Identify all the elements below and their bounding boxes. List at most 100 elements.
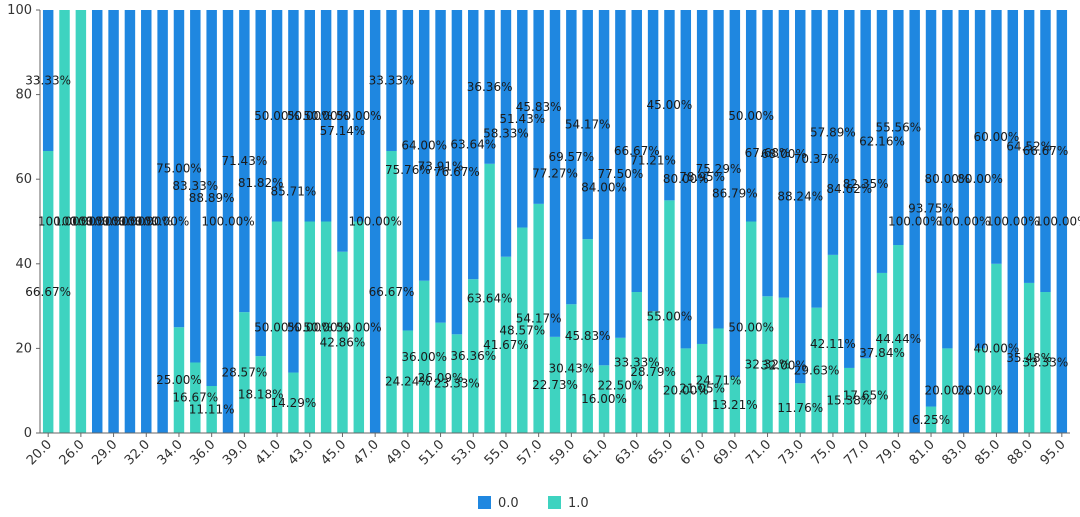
bar-1-54.0[interactable] xyxy=(484,163,495,433)
bar-1-61.0[interactable] xyxy=(598,365,610,433)
bar-0-54.0[interactable] xyxy=(484,10,495,164)
bar-0-85.0[interactable] xyxy=(991,10,1002,264)
bar-0-65.0[interactable] xyxy=(664,10,675,201)
bar-1-60.0[interactable] xyxy=(582,239,593,433)
bar-1-89.0[interactable] xyxy=(1040,292,1051,433)
bar-1-58.0[interactable] xyxy=(549,336,561,433)
bar-0-81.0[interactable] xyxy=(925,10,937,407)
bar-0-83.0[interactable] xyxy=(958,10,969,433)
bar-0-30.0[interactable] xyxy=(124,10,136,433)
bar-0-88.0[interactable] xyxy=(1023,10,1035,283)
bar-1-34.0[interactable] xyxy=(173,327,185,433)
bar-0-82.0[interactable] xyxy=(942,10,953,349)
bar-0-77.0[interactable] xyxy=(860,10,871,359)
bar-1-35.0[interactable] xyxy=(190,362,201,433)
bar-0-49.0[interactable] xyxy=(402,10,414,331)
bar-0-32.0[interactable] xyxy=(141,10,152,433)
bar-1-74.0[interactable] xyxy=(811,307,822,433)
bar-1-57.0[interactable] xyxy=(533,203,544,433)
bar-1-73.0[interactable] xyxy=(795,383,806,433)
bar-0-56.0[interactable] xyxy=(517,10,528,228)
legend-label-0[interactable]: 0.0 xyxy=(498,496,519,511)
bar-1-71.0[interactable] xyxy=(762,296,773,433)
bar-0-46.0[interactable] xyxy=(353,10,365,222)
bar-0-74.0[interactable] xyxy=(811,10,822,308)
bar-1-22.0[interactable] xyxy=(59,10,70,433)
bar-0-60.0[interactable] xyxy=(582,10,593,240)
bar-0-45.0[interactable] xyxy=(337,10,348,252)
bar-1-76.0[interactable] xyxy=(844,367,855,433)
bar-1-44.0[interactable] xyxy=(320,221,332,434)
bar-1-63.0[interactable] xyxy=(631,292,642,433)
bar-0-63.0[interactable] xyxy=(631,10,642,293)
bar-0-39.0[interactable] xyxy=(239,10,250,313)
bar-0-50.0[interactable] xyxy=(418,10,430,281)
bar-0-66.0[interactable] xyxy=(680,10,692,349)
bar-0-48.0[interactable] xyxy=(386,10,397,151)
bar-0-40.0[interactable] xyxy=(255,10,266,357)
bar-1-36.0[interactable] xyxy=(206,386,217,433)
legend-swatch-1[interactable] xyxy=(548,496,561,509)
bar-0-36.0[interactable] xyxy=(206,10,217,387)
bar-0-80.0[interactable] xyxy=(909,10,920,433)
bar-1-51.0[interactable] xyxy=(435,322,446,433)
bar-1-55.0[interactable] xyxy=(500,256,512,433)
bar-1-26.0[interactable] xyxy=(75,10,87,433)
legend[interactable]: 0.0 1.0 xyxy=(478,496,589,511)
bar-1-45.0[interactable] xyxy=(337,251,348,433)
bar-0-20.0[interactable] xyxy=(42,10,54,151)
bar-1-40.0[interactable] xyxy=(255,356,266,433)
bar-1-48.0[interactable] xyxy=(386,150,397,433)
bar-1-68.0[interactable] xyxy=(713,328,724,433)
bar-1-65.0[interactable] xyxy=(664,200,675,433)
bar-0-73.0[interactable] xyxy=(795,10,806,384)
bar-1-59.0[interactable] xyxy=(566,304,577,433)
bar-1-50.0[interactable] xyxy=(418,280,430,433)
bar-0-76.0[interactable] xyxy=(844,10,855,368)
bar-0-75.0[interactable] xyxy=(827,10,839,255)
bar-0-43.0[interactable] xyxy=(304,10,315,222)
bar-0-55.0[interactable] xyxy=(500,10,512,257)
bar-0-51.0[interactable] xyxy=(435,10,446,323)
bar-0-86.0[interactable] xyxy=(1007,10,1019,433)
bar-1-84.0[interactable] xyxy=(974,348,986,433)
bar-1-67.0[interactable] xyxy=(696,343,708,433)
bar-1-62.0[interactable] xyxy=(615,337,626,433)
bar-1-69.0[interactable] xyxy=(729,377,741,433)
bar-1-88.0[interactable] xyxy=(1023,282,1035,433)
bar-0-29.0[interactable] xyxy=(108,10,119,433)
bar-1-42.0[interactable] xyxy=(288,372,299,433)
bar-1-77.0[interactable] xyxy=(860,358,871,433)
bar-1-70.0[interactable] xyxy=(745,221,757,434)
bar-1-46.0[interactable] xyxy=(353,221,365,434)
bar-0-67.0[interactable] xyxy=(696,10,708,344)
bar-0-52.0[interactable] xyxy=(451,10,463,335)
bar-0-41.0[interactable] xyxy=(271,10,283,222)
bar-0-42.0[interactable] xyxy=(288,10,299,373)
bar-0-27.0[interactable] xyxy=(91,10,103,433)
bar-1-85.0[interactable] xyxy=(991,263,1002,433)
bar-0-62.0[interactable] xyxy=(615,10,626,338)
bar-1-72.0[interactable] xyxy=(778,297,790,433)
bar-0-61.0[interactable] xyxy=(598,10,610,366)
bar-1-66.0[interactable] xyxy=(680,348,692,433)
bar-0-78.0[interactable] xyxy=(876,10,888,273)
bar-0-64.0[interactable] xyxy=(647,10,659,312)
bar-1-43.0[interactable] xyxy=(304,221,315,434)
bar-0-70.0[interactable] xyxy=(745,10,757,222)
bar-0-57.0[interactable] xyxy=(533,10,544,204)
bar-1-81.0[interactable] xyxy=(925,406,937,433)
bar-1-49.0[interactable] xyxy=(402,330,414,433)
bar-0-71.0[interactable] xyxy=(762,10,773,297)
bar-0-33.0[interactable] xyxy=(157,10,168,433)
bar-0-37.0[interactable] xyxy=(222,10,234,433)
bar-0-89.0[interactable] xyxy=(1040,10,1051,293)
bar-1-78.0[interactable] xyxy=(876,272,888,433)
bar-0-44.0[interactable] xyxy=(320,10,332,222)
bar-1-39.0[interactable] xyxy=(239,312,250,433)
bar-1-64.0[interactable] xyxy=(647,311,659,433)
bar-0-84.0[interactable] xyxy=(974,10,986,349)
bar-1-79.0[interactable] xyxy=(893,245,904,433)
bar-0-69.0[interactable] xyxy=(729,10,741,378)
legend-label-1[interactable]: 1.0 xyxy=(568,496,589,511)
